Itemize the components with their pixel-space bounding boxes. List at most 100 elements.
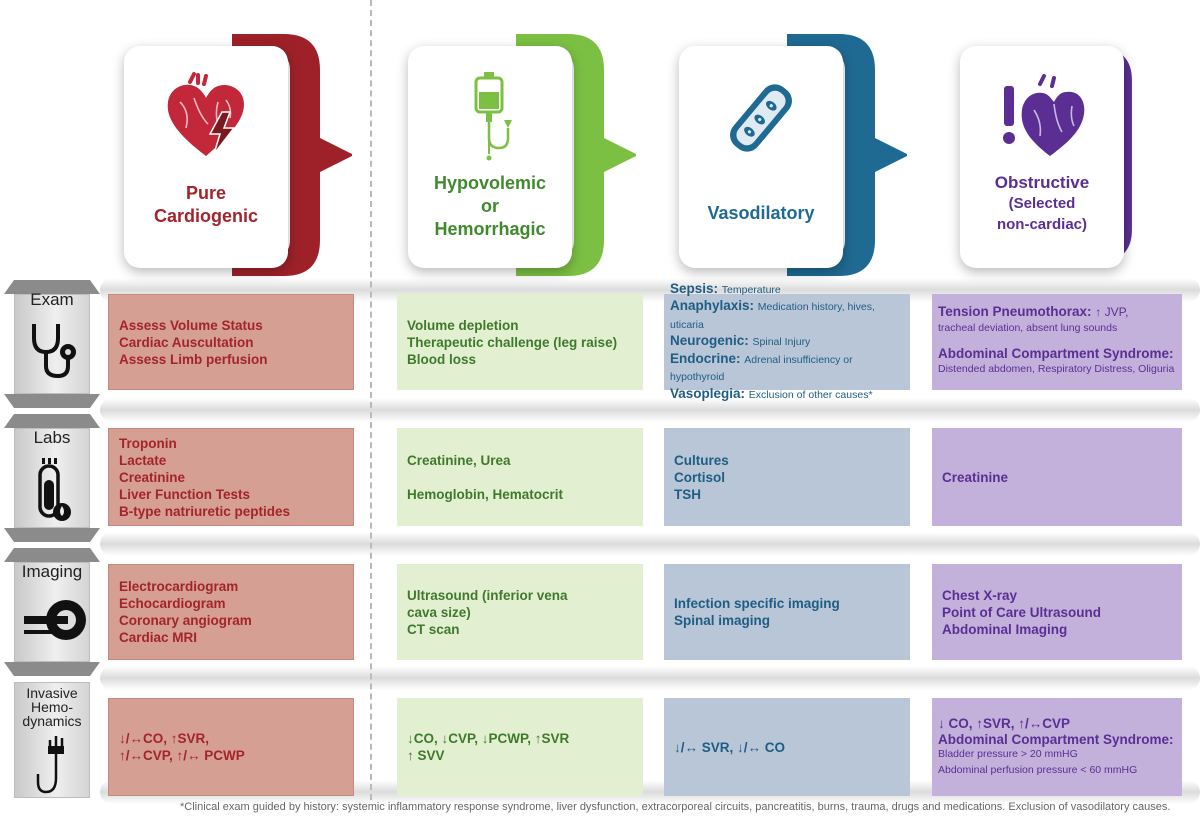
cell-exam-hypovolemic: Volume depletion Therapeutic challenge (… [397,294,643,390]
desc: Exclusion of other causes* [748,388,873,401]
header-title-line: non-cardiac) [996,216,1087,233]
header-card: Vasodilatory [679,46,843,268]
cell-line: Liver Function Tests [119,486,251,502]
row-label-exam: Exam [4,280,100,408]
row-label-invasive: Invasive Hemo- dynamics [4,682,100,800]
cell-line: Abdominal Imaging [942,621,1068,637]
cell-line: Sepsis: Temperature [670,281,904,299]
desc: Bladder pressure > 20 mmHG [938,748,1078,760]
test-tube-icon [38,458,71,521]
iv-bag-icon [474,72,512,161]
cell-line: Troponin [119,435,177,451]
cell-line: Volume depletion [407,317,519,333]
cell-line: cava size) [407,604,471,620]
row-label-text: Labs [33,428,71,447]
row-label-text: Invasive [26,685,78,701]
cell-line: ↓ CO, ↑SVR, ↑/↔CVP [938,716,1071,731]
cell-line: Cultures [674,452,729,468]
header-card: Pure Cardiogenic [124,46,288,268]
header-card: Obstructive (Selected non-cardiac) [960,46,1124,268]
header-title-line: or [481,196,499,216]
term: Vasoplegia: [670,385,746,401]
cell-line: Assess Volume Status [119,317,263,333]
desc: Medication history, hives, uticaria [670,301,875,331]
cell-invasive-hypovolemic: ↓CO, ↓CVP, ↓PCWP, ↑SVR ↑ SVV [397,698,643,796]
cell-exam-vasodilatory: Sepsis: Temperature Anaphylaxis: Medicat… [664,281,910,401]
cell-line: Neurogenic: Spinal Injury [670,333,904,351]
cell-invasive-cardiogenic: ↓/↔CO, ↑SVR, ↑/↔CVP, ↑/↔ PCWP [108,698,354,796]
desc: Abdominal perfusion pressure < 60 mmHG [938,763,1138,776]
header-title-line: Vasodilatory [707,203,815,223]
cell-imaging-obstructive: Chest X-ray Point of Care Ultrasound Abd… [932,564,1182,660]
cell-line: CT scan [407,621,460,637]
row-label-box [14,428,90,528]
header-cardiogenic: Pure Cardiogenic [124,34,352,276]
heart-alert-icon [1003,74,1085,156]
ct-scanner-icon [24,600,86,640]
chevron-down-icon [4,662,100,676]
header-title-line: Pure [185,183,227,203]
row-label-text: Hemo- [30,699,73,715]
header-obstructive: Obstructive (Selected non-cardiac) [960,34,1188,276]
vasodilatory-bracket [787,34,907,276]
cell-line: ↓/↔ SVR, ↓/↔ CO [674,739,786,755]
header-title-line: Hypovolemic [433,173,547,193]
desc: ↑ JVP, [1095,305,1129,319]
term: Endocrine: [670,350,741,366]
cell-line: Tension Pneumothorax: ↑ JVP, [938,304,1176,321]
desc: Distended abdomen, Respiratory Distress,… [938,362,1175,375]
catheter-icon [36,736,64,794]
cell-exam-cardiogenic: Assess Volume Status Cardiac Auscultatio… [108,294,354,390]
cell-labs-vasodilatory: Cultures Cortisol TSH [664,428,910,526]
cell-line: ↓/↔CO, ↑SVR, [119,731,210,746]
cell-line: Ultrasound (inferior vena [407,587,568,603]
cell-line: Assess Limb perfusion [119,351,268,367]
desc: Temperature [721,283,781,296]
cell-line: Coronary angiogram [119,613,252,628]
cell-line: ↓CO, ↓CVP, ↓PCWP, ↑SVR [407,731,570,746]
row-label-text: Exam [30,290,74,309]
cell-line: ↑ SVV [407,748,445,763]
cell-imaging-hypovolemic: Ultrasound (inferior vena cava size) CT … [397,564,643,660]
cell-labs-hypovolemic: Creatinine, Urea Hemoglobin, Hematocrit [397,428,643,526]
heart-lightning-icon [167,72,244,156]
cell-invasive-vasodilatory: ↓/↔ SVR, ↓/↔ CO [664,698,910,796]
row-label-text: dynamics [22,713,82,729]
cell-labs-cardiogenic: Troponin Lactate Creatinine Liver Functi… [108,428,354,526]
cell-line: Creatinine [119,469,186,485]
header-title-line: (Selected [1008,195,1076,212]
cell-line: Endocrine: Adrenal insufficiency or hypo… [670,351,904,386]
cell-line: Infection specific imaging [674,596,840,611]
term: Neurogenic: [670,333,749,349]
desc: Adrenal insufficiency or hypothyroid [670,353,853,384]
cell-line: Electrocardiogram [119,579,239,594]
cell-line: TSH [674,486,701,502]
row-label-text: Imaging [21,562,83,581]
cell-line: ↑/↔CVP, ↑/↔ PCWP [119,748,245,763]
stethoscope-icon [32,324,76,379]
cell-line: Point of Care Ultrasound [942,604,1102,620]
cell-exam-obstructive: Tension Pneumothorax: ↑ JVP, tracheal de… [932,294,1182,390]
row-band [100,532,1200,556]
cell-imaging-cardiogenic: Electrocardiogram Echocardiogram Coronar… [108,564,354,660]
row-band [100,398,1200,422]
header-card: Hypovolemic or Hemorrhagic [408,46,572,268]
term: Abdominal Compartment Syndrome: [938,731,1174,747]
cell-line: Anaphylaxis: Medication history, hives, … [670,298,904,333]
desc: Spinal Injury [752,336,811,349]
cell-labs-obstructive: Creatinine [932,428,1182,526]
cell-line: Cortisol [674,469,726,485]
cell-line: Chest X-ray [942,587,1018,603]
header-title-line: Hemorrhagic [434,219,546,239]
row-label-labs: Labs [4,414,100,542]
cell-line: Echocardiogram [119,596,226,611]
header-hypovolemic: Hypovolemic or Hemorrhagic [408,34,636,276]
chevron-down-icon [4,528,100,542]
cell-line: Vasoplegia: Exclusion of other causes* [670,386,904,404]
chevron-up-icon [4,280,100,294]
cell-line: Cardiac MRI [119,630,198,645]
cell-line: Therapeutic challenge (leg raise) [407,334,618,350]
chevron-up-icon [4,414,100,428]
cell-line: Spinal imaging [674,613,771,628]
row-label-imaging: Imaging [4,548,100,676]
